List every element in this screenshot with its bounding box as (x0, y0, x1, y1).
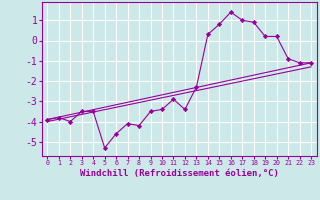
X-axis label: Windchill (Refroidissement éolien,°C): Windchill (Refroidissement éolien,°C) (80, 169, 279, 178)
